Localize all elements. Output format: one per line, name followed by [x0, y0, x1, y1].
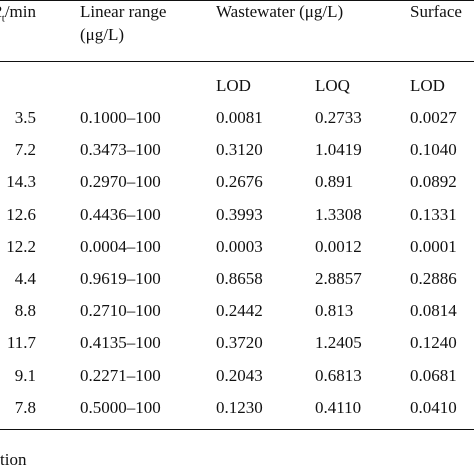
cell-surface-lod: 0.0681	[410, 365, 457, 385]
cell-linear-range: 0.4135–100	[80, 333, 161, 353]
cell-retention-time: 7.2	[14, 140, 36, 160]
cell-retention-time: 3.5	[14, 108, 36, 127]
table-header-rule	[0, 61, 474, 62]
cell-wastewater-lod: 0.3120	[216, 140, 263, 160]
cell-linear-range: 0.2271–100	[80, 365, 161, 385]
cell-wastewater-lod: 0.3720	[216, 333, 263, 353]
cell-wastewater-loq: 0.4110	[315, 397, 362, 417]
cell-wastewater-loq: 0.0012	[315, 236, 362, 256]
cell-wastewater-loq: 2.8857	[315, 269, 362, 288]
cell-linear-range: 0.5000–100	[80, 397, 161, 417]
cell-surface-lod: 0.1040	[410, 140, 457, 160]
cell-retention-time: 4.4	[14, 269, 36, 288]
cell-surface-lod: 0.0027	[410, 108, 457, 127]
cell-surface-lod: 0.0892	[410, 172, 457, 192]
cell-wastewater-lod: 0.0081	[216, 108, 263, 127]
cell-wastewater-loq: 1.2405	[315, 333, 362, 353]
cell-wastewater-loq: 0.6813	[315, 365, 362, 385]
header-surface: Surface	[410, 2, 462, 21]
cell-wastewater-lod: 0.2676	[216, 172, 263, 192]
header-wastewater: Wastewater (μg/L)	[216, 2, 344, 21]
cell-linear-range: 0.3473–100	[80, 140, 161, 160]
cell-surface-lod: 0.1240	[410, 333, 457, 353]
cell-linear-range: 0.2710–100	[80, 301, 161, 321]
header-retention-time: Rt/min	[0, 2, 36, 25]
table-top-rule	[0, 0, 474, 1]
cell-surface-lod: 0.0814	[410, 301, 457, 321]
cell-surface-lod: 0.0410	[410, 397, 457, 417]
cell-retention-time: 12.6	[6, 204, 36, 224]
cell-wastewater-lod: 0.3993	[216, 204, 263, 224]
cell-linear-range: 0.9619–100	[80, 269, 161, 288]
cell-wastewater-loq: 1.0419	[315, 140, 362, 160]
cell-wastewater-lod: 0.8658	[216, 269, 263, 288]
cell-wastewater-loq: 0.813	[315, 301, 354, 321]
cell-retention-time: 8.8	[14, 301, 36, 321]
subheader-wastewater-loq: LOQ	[315, 76, 350, 95]
cell-linear-range: 0.4436–100	[80, 204, 161, 224]
cell-wastewater-loq: 0.2733	[315, 108, 362, 127]
header-linear-range-unit: (μg/L)	[80, 25, 125, 44]
subheader-surface-lod: LOD	[410, 76, 445, 95]
subheader-wastewater-lod: LOD	[216, 76, 251, 95]
cell-wastewater-lod: 0.2043	[216, 365, 263, 385]
cell-wastewater-lod: 0.1230	[216, 397, 263, 417]
cell-wastewater-lod: 0.2442	[216, 301, 263, 321]
cell-linear-range: 0.0004–100	[80, 236, 161, 256]
cell-surface-lod: 0.1331	[410, 204, 457, 224]
cell-wastewater-loq: 1.3308	[315, 204, 362, 224]
cell-surface-lod: 0.2886	[410, 269, 457, 288]
table-footnote: tion	[0, 450, 27, 469]
cell-linear-range: 0.2970–100	[80, 172, 161, 192]
cell-wastewater-loq: 0.891	[315, 172, 354, 192]
header-linear-range: Linear range	[80, 2, 167, 21]
cell-retention-time: 12.2	[6, 236, 36, 256]
table-bottom-rule	[0, 429, 474, 430]
cell-wastewater-lod: 0.0003	[216, 236, 263, 256]
cell-retention-time: 9.1	[14, 365, 36, 385]
cell-linear-range: 0.1000–100	[80, 108, 161, 127]
cell-surface-lod: 0.0001	[410, 236, 457, 256]
cell-retention-time: 11.7	[6, 333, 36, 353]
cell-retention-time: 7.8	[14, 397, 36, 417]
cell-retention-time: 14.3	[6, 172, 36, 192]
